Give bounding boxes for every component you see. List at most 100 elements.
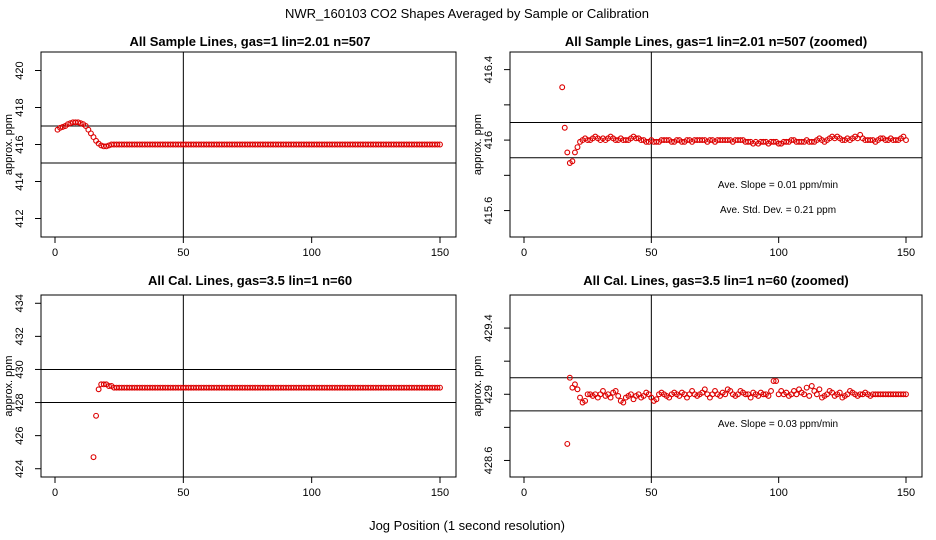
y-axis-label: approx. ppm: [3, 114, 15, 175]
y-tick-label: 432: [14, 327, 26, 345]
x-tick-label: 150: [897, 487, 915, 499]
data-point: [653, 138, 660, 145]
data-point: [699, 137, 706, 144]
y-tick-label: 430: [14, 360, 26, 378]
data-point: [790, 388, 797, 394]
annotation: Ave. Std. Dev. = 0.21 ppm: [720, 205, 836, 216]
data-point: [559, 84, 566, 91]
y-tick-label: 420: [14, 61, 26, 79]
data-point: [686, 391, 693, 398]
data-point: [783, 138, 790, 145]
data-point: [574, 386, 581, 393]
data-point: [701, 386, 708, 393]
data-point: [582, 397, 589, 404]
data-point: [584, 137, 591, 144]
data-point: [788, 137, 795, 144]
y-tick-label: 429.4: [483, 314, 495, 342]
data-point: [612, 137, 619, 144]
data-point: [105, 383, 112, 389]
data-point: [867, 137, 874, 144]
data-point: [900, 391, 907, 398]
data-point: [599, 388, 606, 394]
data-point: [722, 391, 729, 398]
data-point: [59, 123, 66, 130]
data-point: [770, 138, 777, 145]
data-point: [569, 384, 576, 391]
data-point: [622, 137, 629, 144]
data-point: [607, 394, 614, 401]
data-point: [742, 391, 749, 398]
data-point: [747, 394, 754, 401]
data-point: [620, 399, 627, 406]
data-point: [93, 412, 100, 419]
data-point: [569, 158, 576, 165]
x-tick-label: 100: [302, 487, 320, 499]
x-tick-label: 0: [521, 487, 527, 499]
data-point: [836, 389, 843, 396]
panel-cal-lines: All Cal. Lines, gas=3.5 lin=1 n=60 0 50 10…: [3, 273, 457, 499]
data-point: [803, 384, 810, 391]
data-point: [100, 381, 107, 388]
data-point: [760, 391, 767, 398]
x-tick-label: 50: [645, 247, 657, 259]
data-point: [594, 394, 601, 401]
data-point: [684, 394, 690, 401]
panel-sample-lines: All Sample Lines, gas=1 lin=2.01 n=507 0…: [3, 34, 457, 259]
data-point: [798, 138, 805, 145]
data-point: [778, 388, 785, 394]
data-point: [816, 386, 823, 393]
data-point: [903, 137, 909, 144]
data-point: [706, 394, 713, 401]
data-point: [801, 391, 808, 398]
data-point: [773, 378, 780, 384]
data-point: [673, 137, 680, 144]
data-point: [64, 121, 71, 128]
data-point: [612, 388, 619, 394]
data-point: [745, 138, 752, 145]
panel-sample-lines-zoomed: All Sample Lines, gas=1 lin=2.01 n=507 (…: [472, 34, 923, 259]
y-tick-label: 424: [14, 460, 26, 478]
data-point: [437, 384, 443, 391]
data-point: [877, 135, 884, 142]
data-point: [566, 374, 573, 381]
panel-title: All Cal. Lines, gas=3.5 lin=1 n=60: [148, 273, 352, 288]
data-point: [765, 392, 772, 399]
x-tick-label: 50: [177, 487, 189, 499]
y-tick-label: 416: [483, 131, 495, 149]
data-point: [643, 138, 650, 145]
data-point: [892, 137, 899, 144]
x-tick-label: 150: [897, 247, 915, 259]
data-point: [630, 396, 637, 403]
data-point: [638, 137, 645, 144]
data-point: [584, 391, 591, 398]
data-point: [90, 454, 97, 461]
data-point: [653, 396, 660, 403]
data-point: [706, 137, 713, 144]
y-tick-label: 428: [14, 393, 26, 411]
data-point: [813, 391, 820, 398]
data-point: [615, 392, 622, 399]
plot-frame: [509, 294, 923, 478]
x-tick-label: 150: [431, 487, 449, 499]
x-tick-label: 50: [177, 247, 189, 259]
y-tick-label: 416.4: [483, 56, 495, 84]
plot-frame: [509, 51, 923, 238]
y-tick-label: 415.6: [483, 197, 495, 225]
data-point: [689, 388, 696, 394]
data-point: [577, 394, 583, 401]
panel-cal-lines-zoomed: All Cal. Lines, gas=3.5 lin=1 n=60 (zoom…: [472, 273, 923, 499]
y-tick-label: 412: [14, 209, 26, 227]
data-point: [668, 138, 675, 145]
data-point: [597, 391, 604, 398]
data-point: [903, 391, 909, 398]
data-point: [571, 381, 578, 388]
data-point: [77, 120, 84, 127]
data-point: [857, 391, 864, 398]
data-point: [796, 386, 802, 393]
x-axis-label: Jog Position (1 second resolution): [369, 518, 565, 533]
x-tick-label: 150: [431, 247, 449, 259]
x-tick-label: 100: [302, 247, 320, 259]
data-point: [737, 137, 744, 144]
data-point: [571, 149, 578, 156]
